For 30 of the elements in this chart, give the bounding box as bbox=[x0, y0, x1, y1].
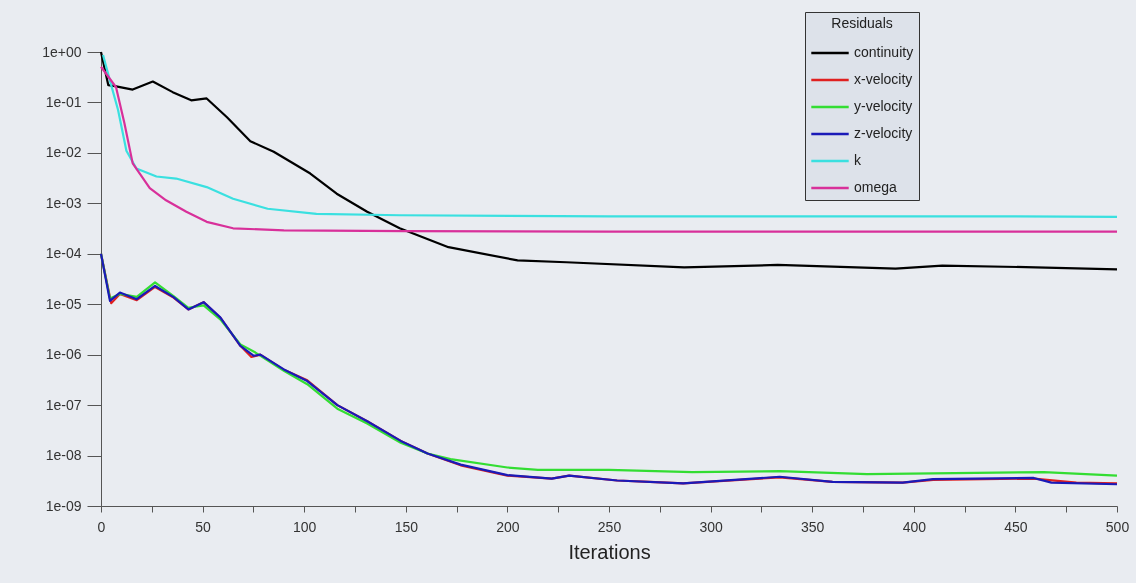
legend-label: continuity bbox=[854, 44, 914, 60]
legend-title: Residuals bbox=[831, 15, 893, 31]
x-tick-label: 250 bbox=[597, 518, 622, 535]
x-tick-label: 350 bbox=[801, 518, 825, 535]
y-tick-label: 1e-05 bbox=[45, 295, 82, 312]
y-tick-label: 1e-06 bbox=[45, 346, 82, 363]
y-tick-label: 1e-01 bbox=[45, 93, 82, 110]
legend-label: z-velocity bbox=[854, 125, 913, 141]
legend-label: omega bbox=[854, 179, 898, 195]
x-tick-label: 200 bbox=[496, 518, 520, 535]
x-axis-title: Iterations bbox=[568, 540, 651, 563]
legend-label: k bbox=[854, 152, 862, 168]
y-tick-label: 1e-02 bbox=[45, 144, 82, 161]
x-tick-label: 150 bbox=[394, 518, 419, 535]
x-tick-label: 0 bbox=[97, 518, 106, 535]
x-tick-label: 300 bbox=[699, 518, 723, 535]
y-tick-label: 1e-07 bbox=[45, 396, 82, 413]
x-tick-label: 100 bbox=[293, 518, 317, 535]
legend-label: y-velocity bbox=[854, 98, 913, 114]
x-tick-label: 500 bbox=[1105, 518, 1130, 535]
y-tick-label: 1e+00 bbox=[42, 43, 82, 60]
y-tick-label: 1e-08 bbox=[45, 447, 82, 464]
x-tick-label: 50 bbox=[195, 518, 212, 535]
y-tick-label: 1e-09 bbox=[45, 497, 82, 514]
legend-label: x-velocity bbox=[854, 71, 913, 87]
y-tick-label: 1e-04 bbox=[45, 245, 82, 262]
x-tick-label: 400 bbox=[902, 518, 927, 535]
x-tick-label: 450 bbox=[1004, 518, 1028, 535]
line-series bbox=[99, 65, 1119, 233]
y-tick-label: 1e-03 bbox=[45, 194, 82, 211]
